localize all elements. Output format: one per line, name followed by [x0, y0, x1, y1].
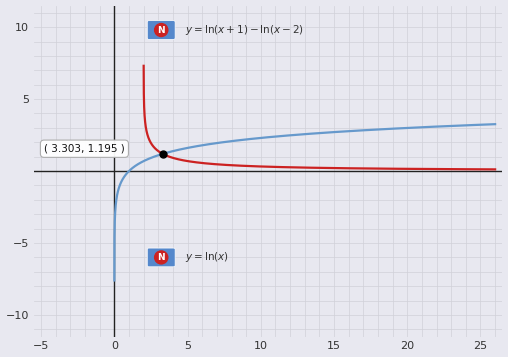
Text: N: N: [157, 253, 165, 262]
FancyBboxPatch shape: [147, 248, 175, 267]
Text: $y = \ln(x)$: $y = \ln(x)$: [184, 250, 229, 265]
FancyBboxPatch shape: [147, 21, 175, 39]
Circle shape: [154, 251, 168, 264]
Text: N: N: [157, 25, 165, 35]
Text: ( 3.303, 1.195 ): ( 3.303, 1.195 ): [44, 144, 125, 154]
Circle shape: [154, 24, 168, 36]
Text: $y = \ln(x + 1) - \ln(x - 2)$: $y = \ln(x + 1) - \ln(x - 2)$: [184, 23, 304, 37]
